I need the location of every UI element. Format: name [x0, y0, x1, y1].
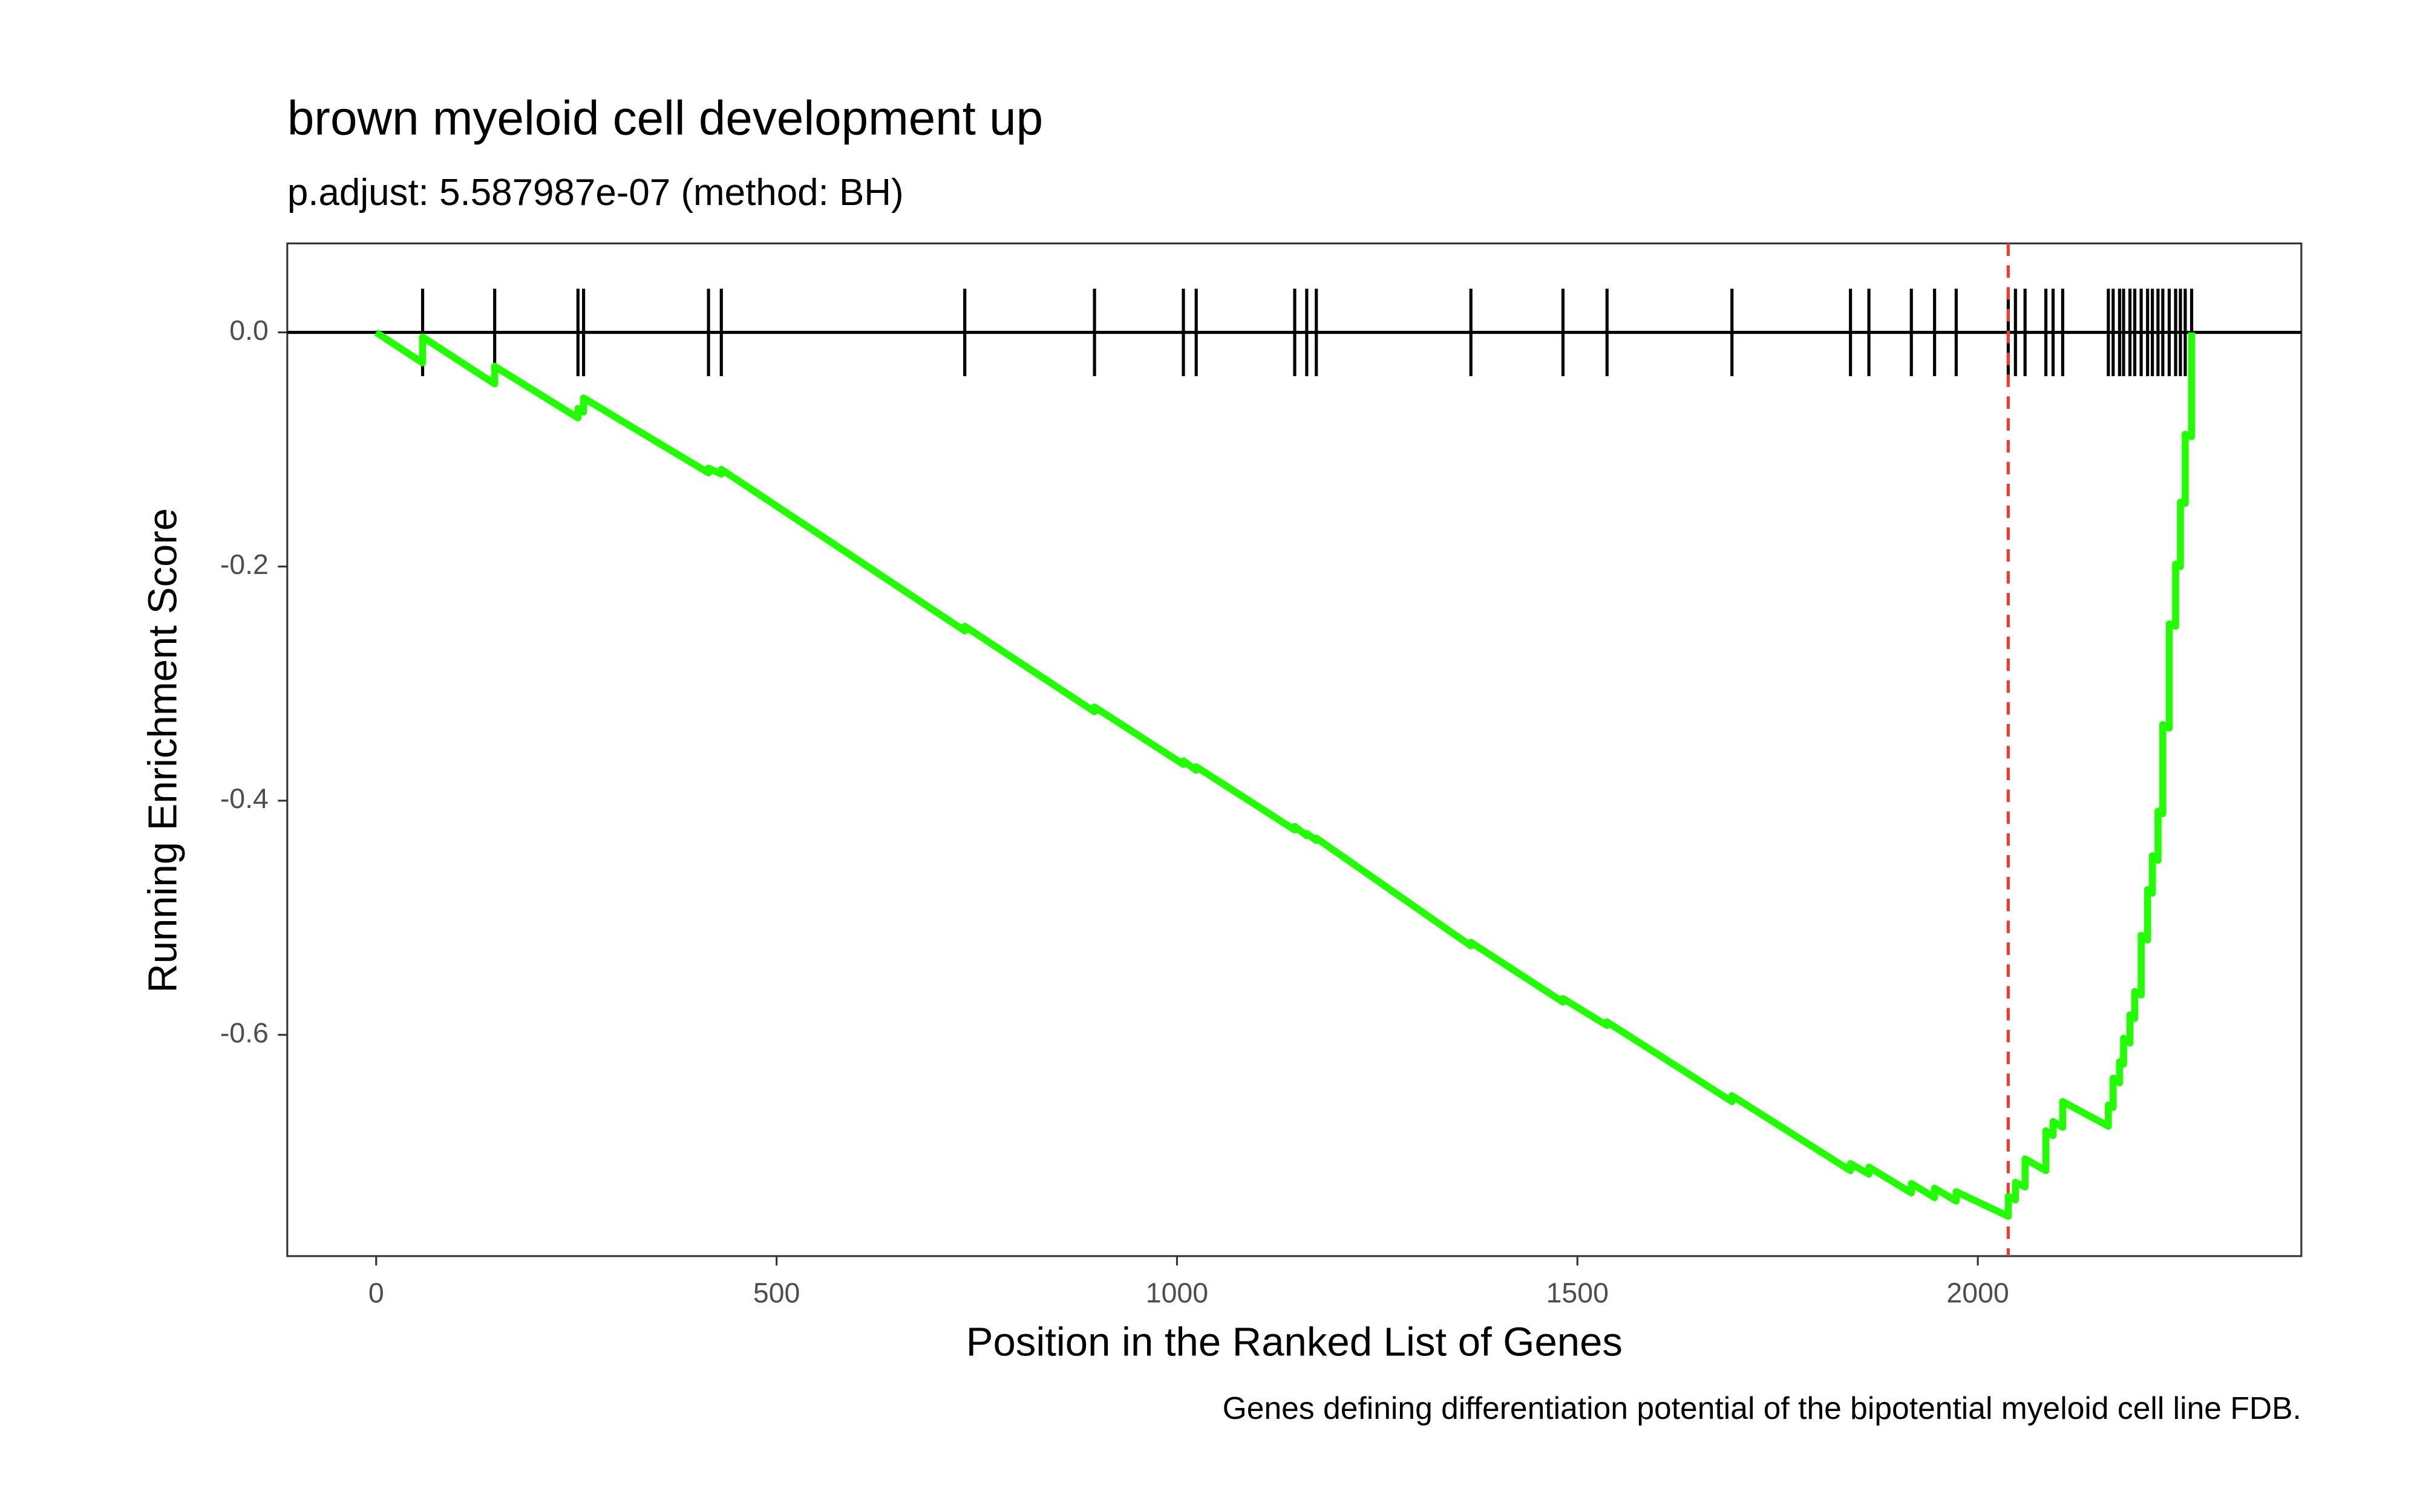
- caption: Genes defining differentiation potential…: [1223, 1390, 2301, 1426]
- y-axis-label: Running Enrichment Score: [140, 508, 185, 993]
- x-tick-label: 0: [368, 1277, 384, 1309]
- y-tick-label: -0.6: [220, 1017, 269, 1048]
- chart-title: brown myeloid cell development up: [287, 91, 1043, 145]
- y-tick-label: -0.2: [220, 549, 269, 580]
- x-tick-label: 500: [753, 1277, 800, 1309]
- enrichment-line: [374, 329, 2196, 1220]
- x-tick-label: 2000: [1946, 1277, 2009, 1309]
- x-tick-label: 1500: [1546, 1277, 1609, 1309]
- x-axis-label: Position in the Ranked List of Genes: [966, 1320, 1623, 1365]
- y-tick-label: 0.0: [229, 314, 269, 346]
- plot-panel: [286, 242, 2303, 1257]
- y-tick-label: -0.4: [220, 783, 269, 814]
- chart-subtitle: p.adjust: 5.587987e-07 (method: BH): [287, 172, 904, 213]
- x-tick-label: 1000: [1146, 1277, 1208, 1309]
